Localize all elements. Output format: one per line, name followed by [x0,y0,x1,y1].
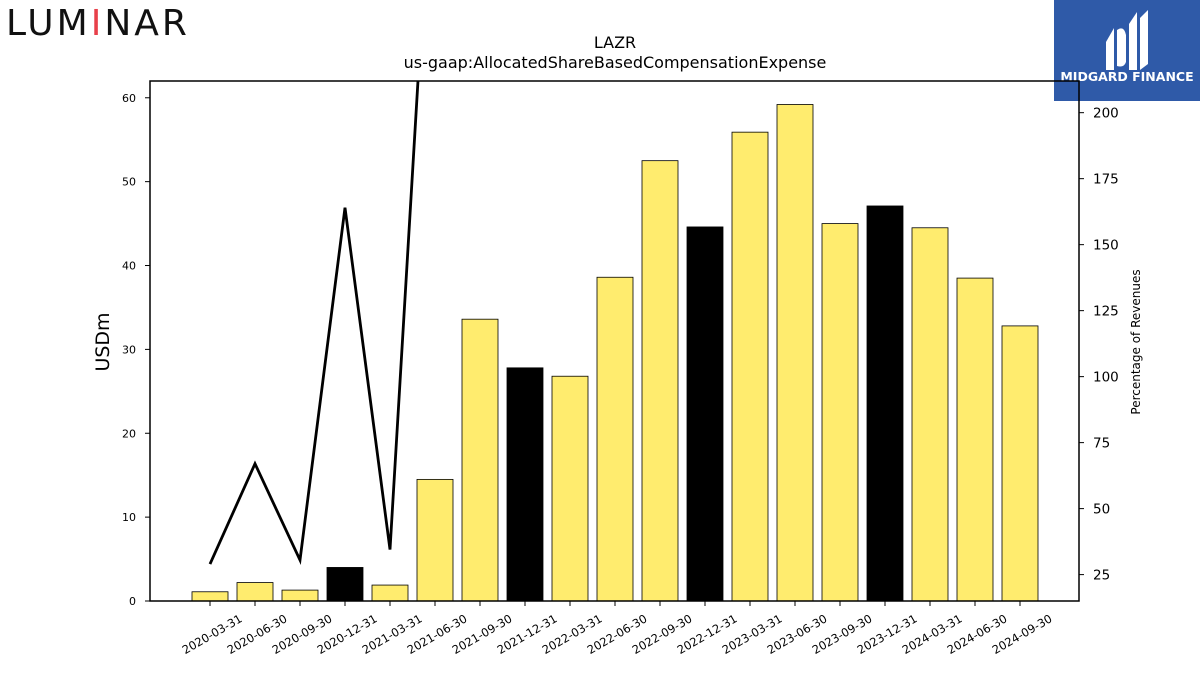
y2-tick-label: 25 [1093,568,1110,584]
y2-axis-label: Percentage of Revenues [1129,269,1143,414]
bar [506,367,544,602]
bar [731,131,769,602]
bar [416,478,454,602]
midgard-emblem-icon [1106,10,1148,70]
bar [641,160,679,602]
bar [1001,325,1039,602]
y-axis-left: 0 10 20 30 40 50 60 [122,92,150,608]
y-tick-label: 20 [122,427,136,440]
line-layer [208,81,420,566]
y-tick-label: 40 [122,260,136,273]
y2-tick-label: 50 [1093,502,1110,518]
bar [776,104,814,602]
midgard-logo-text: MIDGARD FINANCE [1060,69,1193,84]
y2-tick-label: 200 [1093,106,1119,122]
bar [551,375,589,602]
bar [326,567,364,602]
y-tick-label: 30 [122,343,136,356]
bar [596,276,634,602]
midgard-logo-mark: MIDGARD FINANCE [1060,10,1194,84]
bar-group [191,104,1039,602]
bar [911,227,949,602]
luminar-logo: LUMINAR [6,3,190,42]
chart-title: LAZR [594,33,636,52]
series-line [208,81,420,566]
y-tick-label: 10 [122,511,136,524]
y-axis-label: USDm [92,312,114,371]
bar [236,582,274,602]
bar [281,589,319,602]
bar [866,205,904,602]
y2-tick-label: 100 [1093,370,1119,386]
luminar-logo-text: LUMINAR [6,3,190,42]
x-axis: 2020-03-312020-06-302020-09-302020-12-31… [180,601,1055,657]
chart-subtitle: us-gaap:AllocatedShareBasedCompensationE… [404,53,827,72]
y-tick-label: 0 [129,595,136,608]
y2-tick-label: 175 [1093,172,1119,188]
bar [461,318,499,602]
y-tick-label: 60 [122,92,136,105]
bar [371,584,409,602]
y2-tick-label: 150 [1093,238,1119,254]
y2-tick-label: 125 [1093,304,1119,320]
bar [686,226,724,602]
bar [956,277,994,602]
y-tick-label: 50 [122,176,136,189]
bar [821,223,859,602]
y2-tick-label: 75 [1093,436,1110,452]
bar [191,591,229,602]
y-axis-right: 25 50 75 100 125 150 175 200 [1079,106,1119,584]
